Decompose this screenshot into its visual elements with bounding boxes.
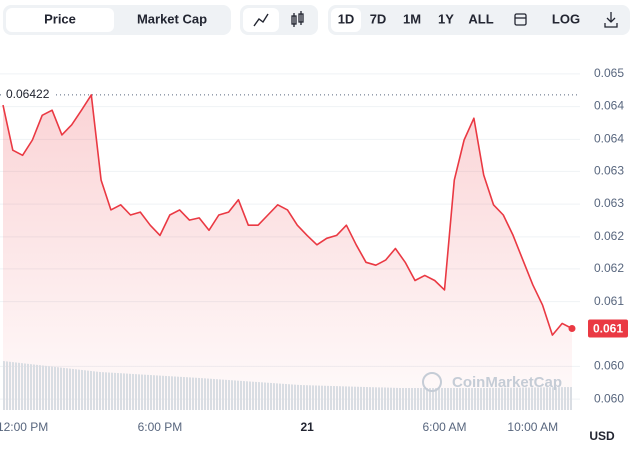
high-label-bg [3,86,53,103]
x-tick-label: 12:00 PM [0,420,48,434]
range-active [331,8,361,32]
y-tick-label: 0.060 [594,391,624,405]
candle-icon[interactable] [291,11,304,27]
range[interactable]: ALL [468,11,493,26]
range[interactable]: 7D [370,11,387,26]
download-icon[interactable] [604,12,618,28]
watermark: CoinMarketCap [452,374,562,391]
price-line [2,94,573,336]
y-tick-label: 0.062 [594,229,624,243]
watermark-logo [422,372,442,392]
volume [3,361,572,410]
y-tick-label: 0.060 [594,359,624,373]
tab-active [6,8,114,32]
price-tag [588,319,628,338]
area [3,94,572,411]
calendar-icon[interactable] [514,13,527,26]
y-tick-label: 0.064 [594,99,624,113]
range[interactable]: 1D [338,11,355,26]
last-point [568,325,576,333]
x-tick-label: 6:00 AM [422,420,466,434]
currency: USD [589,429,615,443]
x-tick-label: 6:00 PM [138,420,183,434]
range[interactable]: 1M [403,11,421,26]
range[interactable]: 1Y [438,11,454,26]
y-tick-label: 0.063 [594,196,624,210]
line-icon [253,13,269,27]
y-tick-label: 0.061 [594,294,624,308]
price-tag-label: 0.061 [593,322,623,336]
tab[interactable]: Market Cap [137,11,207,26]
x-tick-label: 21 [300,420,314,434]
x-tick-label: 10:00 AM [507,420,558,434]
y-tick-label: 0.065 [594,66,624,80]
range-group [328,5,630,35]
tab[interactable]: Price [44,11,76,26]
y-tick-label: 0.062 [594,261,624,275]
high-label: 0.06422 [6,87,50,101]
y-tick-label: 0.063 [594,164,624,178]
log-toggle[interactable]: LOG [552,11,580,26]
y-tick-label: 0.064 [594,131,624,145]
